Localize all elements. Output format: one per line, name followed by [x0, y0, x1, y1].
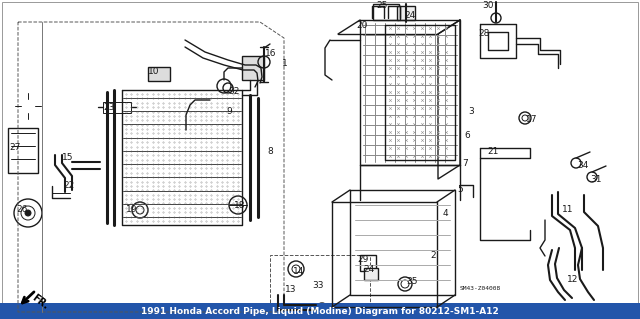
Text: 24: 24 [363, 265, 374, 275]
Bar [242, 56, 264, 80]
Text: 18: 18 [234, 201, 246, 210]
Text: 31: 31 [590, 174, 602, 183]
Bar [270, 255, 370, 315]
Text: 7: 7 [462, 159, 468, 167]
Bar [0, 303, 640, 319]
Text: 9: 9 [226, 107, 232, 115]
Text: 27: 27 [9, 143, 20, 152]
Text: 13: 13 [285, 285, 296, 293]
Text: 20: 20 [356, 20, 367, 29]
Text: 30: 30 [482, 2, 493, 11]
Text: FR.: FR. [30, 293, 51, 311]
Text: 14: 14 [293, 266, 305, 276]
Text: 21: 21 [487, 147, 499, 157]
Text: 15: 15 [62, 152, 74, 161]
Text: 29: 29 [357, 255, 369, 263]
Text: 28: 28 [478, 29, 490, 39]
Circle shape [25, 210, 31, 216]
Text: 8: 8 [267, 147, 273, 157]
Text: 17: 17 [526, 115, 538, 123]
Text: 10: 10 [148, 66, 159, 76]
Text: 22: 22 [63, 181, 74, 189]
Text: 24: 24 [404, 11, 415, 19]
Text: 1: 1 [282, 58, 288, 68]
Bar [103, 102, 131, 113]
Bar [397, 6, 415, 20]
Bar [360, 255, 376, 271]
Text: 34: 34 [577, 160, 588, 169]
Text: 11: 11 [562, 204, 573, 213]
Text: 3: 3 [468, 107, 474, 115]
Bar [364, 268, 378, 280]
Text: 33: 33 [312, 280, 323, 290]
Bar [8, 128, 38, 173]
Text: 19: 19 [126, 205, 138, 214]
Text: 32: 32 [228, 86, 239, 95]
Text: 35: 35 [406, 278, 417, 286]
Text: 16: 16 [265, 49, 276, 58]
Bar [148, 67, 170, 81]
Text: 25: 25 [376, 2, 387, 11]
Text: 12: 12 [567, 276, 579, 285]
Text: 23: 23 [103, 103, 115, 113]
Text: 1991 Honda Accord Pipe, Liquid (Modine) Diagram for 80212-SM1-A12: 1991 Honda Accord Pipe, Liquid (Modine) … [141, 307, 499, 315]
Text: 26: 26 [16, 205, 28, 214]
Text: 2: 2 [430, 251, 436, 261]
Text: SM43-Z04008: SM43-Z04008 [460, 286, 501, 292]
Text: 4: 4 [443, 210, 449, 219]
Bar [373, 4, 399, 20]
Text: 5: 5 [457, 184, 463, 194]
Text: 6: 6 [464, 131, 470, 140]
